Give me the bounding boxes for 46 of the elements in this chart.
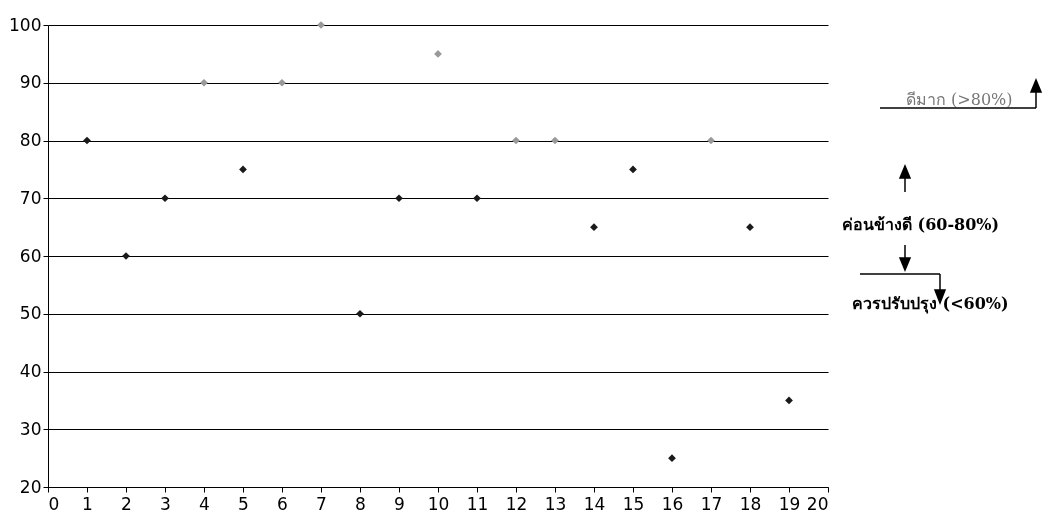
x-tick-label: 14 (583, 493, 606, 514)
x-tick-label: 17 (700, 493, 723, 514)
x-tick-label: 5 (238, 493, 249, 514)
y-tick-label: 40 (19, 361, 42, 381)
point (473, 194, 481, 203)
y-tick-label: 20 (19, 476, 42, 497)
point (161, 194, 169, 203)
x-tick-label: 16 (661, 493, 684, 514)
x-tick-label: 18 (739, 493, 762, 514)
y-tick-label: 50 (19, 303, 42, 324)
x-tick-label: 1 (82, 493, 93, 514)
x-tick-label: 4 (199, 493, 210, 514)
x-tick-label: 19 (778, 493, 801, 514)
y-tick-label: 70 (19, 187, 42, 208)
x-tick-label: 6 (277, 493, 288, 514)
x-tick-label: 10 (427, 493, 450, 514)
point (785, 396, 793, 405)
text: ค่อนข้างดี (60-80%) (842, 215, 1000, 234)
x-tick-label: 15 (622, 493, 645, 514)
point (551, 136, 559, 145)
x-tick-label: 3 (160, 493, 171, 514)
x-tick-label: 8 (355, 493, 366, 514)
y-tick-label: 30 (19, 418, 42, 439)
point (83, 136, 91, 145)
x-tick-label: 2 (121, 493, 132, 514)
y-tick-label: 90 (19, 72, 42, 93)
text: ดีมาก (>80%) (906, 90, 1013, 109)
y-tick-label: 60 (19, 245, 42, 266)
text: ควรปรับปรุง (<60%) (852, 294, 1009, 314)
x-tick-label: 7 (316, 493, 327, 514)
point (239, 165, 247, 174)
point (200, 78, 208, 87)
x-tick-label: 9 (394, 493, 405, 514)
y-tick-label: 80 (19, 130, 42, 150)
point (278, 78, 286, 87)
x-tick-label: 0 (48, 493, 60, 514)
x-tick-label: 11 (466, 493, 489, 514)
x-tick-label: 13 (544, 493, 567, 514)
point (395, 194, 403, 203)
y-tick-label: 100 (9, 14, 42, 35)
point (512, 136, 520, 145)
point (356, 309, 364, 318)
x-tick-label: 12 (505, 493, 528, 514)
point (707, 136, 715, 145)
x-tick-label: 20 (806, 493, 829, 514)
point (629, 165, 637, 174)
